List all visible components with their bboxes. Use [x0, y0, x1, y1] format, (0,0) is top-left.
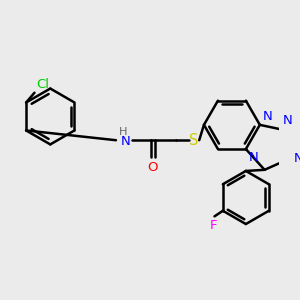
Text: O: O	[147, 161, 158, 174]
Text: N: N	[282, 114, 292, 127]
Text: N: N	[263, 110, 273, 123]
Text: N: N	[249, 151, 259, 164]
Text: S: S	[190, 133, 199, 148]
Text: N: N	[293, 152, 300, 165]
Text: Cl: Cl	[36, 78, 49, 91]
Text: F: F	[209, 219, 217, 232]
Text: N: N	[121, 135, 130, 148]
Text: H: H	[119, 127, 127, 137]
